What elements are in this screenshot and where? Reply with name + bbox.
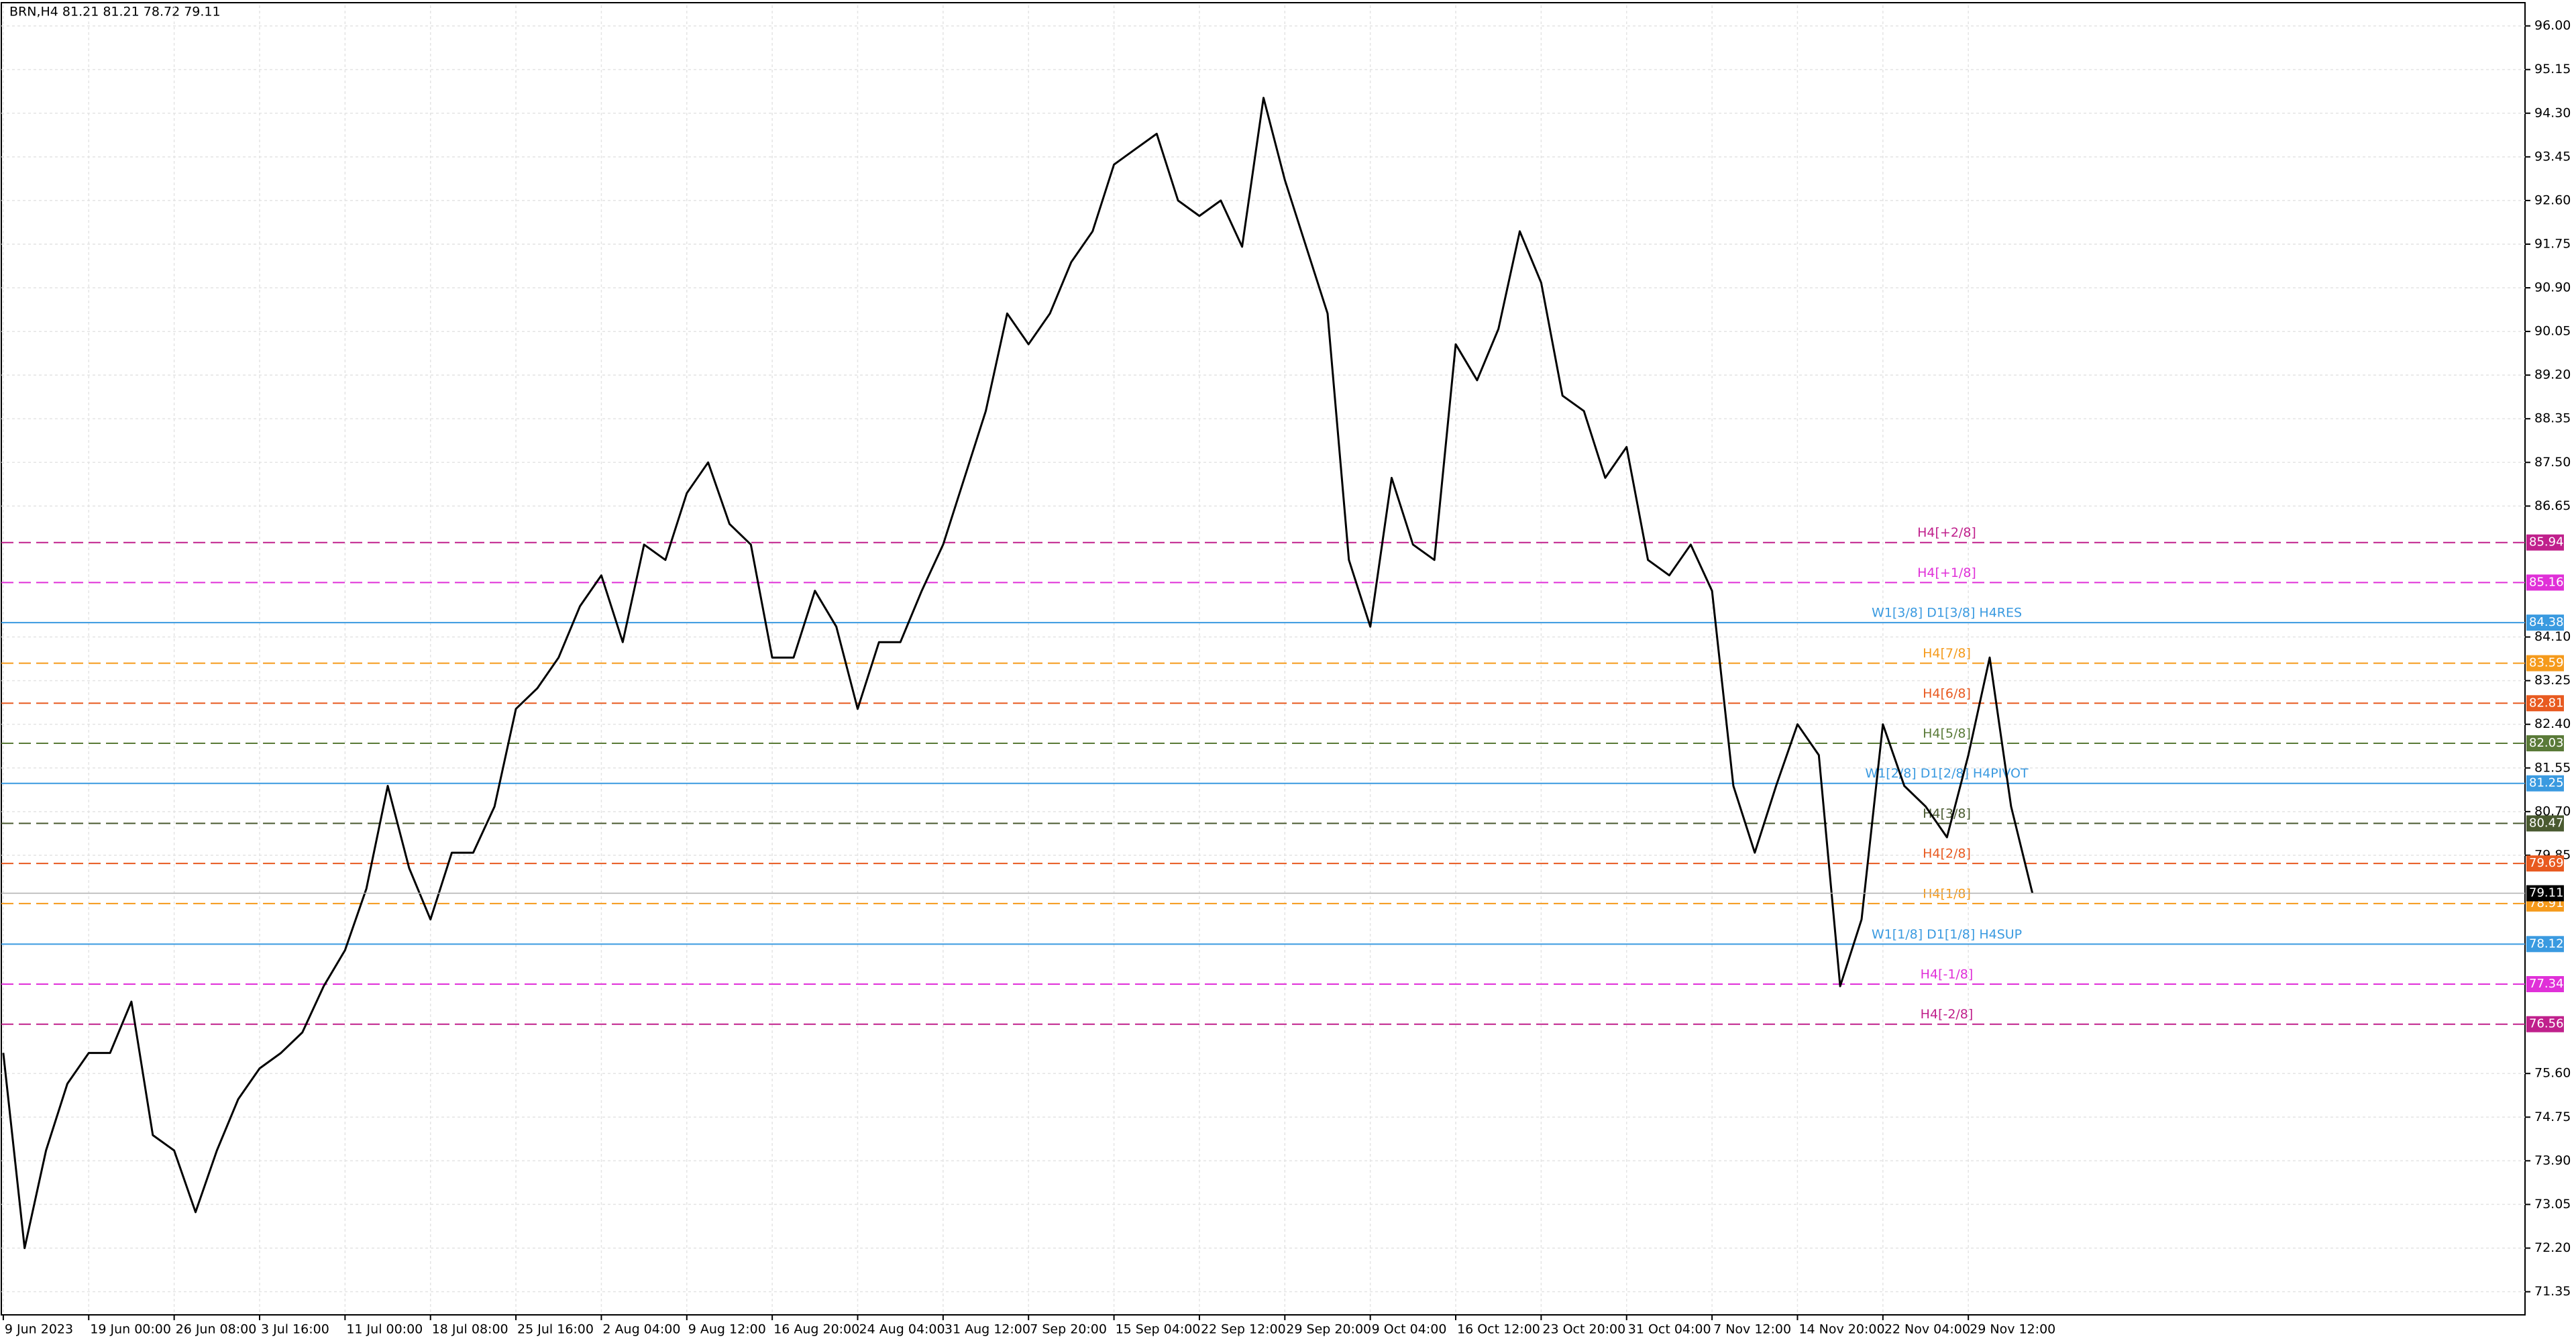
plot-frame [1,2,2526,1316]
y-tick-label: 72.20 [2534,1240,2571,1255]
level-price: 76.56 [2529,1017,2564,1031]
x-tick-label: 9 Jun 2023 [5,1322,73,1337]
level-price: 79.69 [2529,856,2564,870]
x-tick-label: 7 Sep 20:00 [1030,1322,1107,1337]
x-tick-label: 9 Aug 12:00 [688,1322,766,1337]
price-line [2,97,2034,1249]
level-price-box [2526,614,2564,631]
x-tick-label: 22 Nov 04:00 [1884,1322,1970,1337]
level-name: H4[2/8] [1923,847,1971,861]
y-tick-label: 74.75 [2534,1110,2571,1124]
level-price-box [2526,534,2564,551]
x-tick-label: 2 Aug 04:00 [602,1322,680,1337]
y-tick-label: 95.15 [2534,62,2571,76]
level-name: H4[+1/8] [1917,566,1976,580]
y-tick-label: 87.50 [2534,455,2571,470]
x-tick-label: 31 Oct 04:00 [1628,1322,1711,1337]
x-tick-label: 24 Aug 04:00 [859,1322,945,1337]
level-price-box [2526,775,2564,792]
y-tick-label: 94.30 [2534,105,2571,120]
level-price: 82.03 [2529,736,2564,750]
x-tick-label: 3 Jul 16:00 [261,1322,329,1337]
x-tick-label: 31 Aug 12:00 [945,1322,1030,1337]
y-tick-label: 80.70 [2534,804,2571,818]
y-tick-label: 83.25 [2534,673,2571,688]
x-tick-label: 23 Oct 20:00 [1542,1322,1625,1337]
y-tick-label: 88.35 [2534,411,2571,426]
level-price-box [2526,976,2564,993]
level-price: 85.94 [2529,535,2564,549]
y-tick-label: 73.90 [2534,1153,2571,1168]
level-name: H4[3/8] [1923,806,1971,821]
level-price-box [2526,655,2564,672]
level-name: H4[+2/8] [1917,525,1976,540]
level-name: W1[3/8] D1[3/8] H4RES [1872,606,2022,621]
level-price-box [2526,1016,2564,1032]
level-price-box [2526,936,2564,953]
x-tick-label: 19 Jun 00:00 [90,1322,171,1337]
x-tick-label: 26 Jun 08:00 [176,1322,257,1337]
level-name: W1[2/8] D1[2/8] H4PIVOT [1865,766,2029,781]
y-tick-label: 92.60 [2534,193,2571,207]
y-tick-label: 90.90 [2534,280,2571,295]
y-tick-label: 90.05 [2534,324,2571,339]
level-price: 77.34 [2529,977,2564,991]
level-price: 80.47 [2529,816,2564,830]
chart-title: BRN,H4 81.21 81.21 78.72 79.11 [9,5,221,19]
level-name: H4[5/8] [1923,727,1971,741]
y-tick-label: 71.35 [2534,1284,2571,1299]
y-tick-label: 89.20 [2534,368,2571,382]
x-tick-label: 25 Jul 16:00 [517,1322,594,1337]
level-price-box [2526,735,2564,752]
y-tick-label: 75.60 [2534,1066,2571,1081]
level-price: 82.81 [2529,696,2564,710]
level-price: 84.38 [2529,615,2564,629]
y-tick-label: 84.10 [2534,629,2571,644]
last-price: 79.11 [2529,886,2564,900]
level-price-box [2526,855,2564,872]
y-tick-label: 91.75 [2534,236,2571,251]
last-price-box [2526,885,2564,902]
level-name: W1[1/8] D1[1/8] H4SUP [1872,927,2022,942]
level-price-box [2526,574,2564,591]
x-tick-label: 9 Oct 04:00 [1372,1322,1447,1337]
x-tick-label: 22 Sep 12:00 [1201,1322,1286,1337]
y-tick-label: 86.65 [2534,498,2571,513]
level-name: H4[-1/8] [1921,967,1974,982]
level-price: 81.25 [2529,776,2564,790]
y-tick-label: 81.55 [2534,760,2571,775]
level-name: H4[7/8] [1923,646,1971,661]
x-tick-label: 29 Nov 12:00 [1970,1322,2055,1337]
level-name: H4[1/8] [1923,886,1971,901]
level-name: H4[-2/8] [1921,1007,1974,1022]
level-price: 85.16 [2529,575,2564,589]
x-tick-label: 14 Nov 20:00 [1799,1322,1884,1337]
y-tick-label: 73.05 [2534,1197,2571,1212]
x-tick-label: 15 Sep 04:00 [1116,1322,1201,1337]
x-tick-label: 16 Aug 20:00 [773,1322,859,1337]
y-tick-label: 96.00 [2534,18,2571,33]
level-price-box [2526,815,2564,832]
level-price: 83.59 [2529,656,2564,670]
level-price: 78.12 [2529,936,2564,951]
y-tick-label: 93.45 [2534,149,2571,164]
level-name: H4[6/8] [1923,686,1971,701]
y-tick-label: 82.40 [2534,716,2571,731]
x-tick-label: 7 Nov 12:00 [1713,1322,1791,1337]
x-tick-label: 11 Jul 00:00 [346,1322,423,1337]
x-tick-label: 18 Jul 08:00 [432,1322,508,1337]
level-price-box [2526,695,2564,712]
x-tick-label: 16 Oct 12:00 [1457,1322,1540,1337]
x-tick-label: 29 Sep 20:00 [1286,1322,1371,1337]
